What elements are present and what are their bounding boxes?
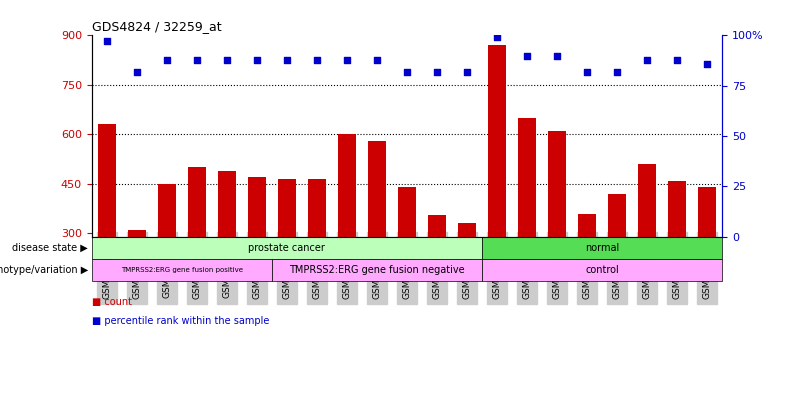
Point [220, 56, 233, 62]
Bar [278, 179, 296, 237]
Text: control: control [585, 265, 619, 275]
Bar [482, 237, 722, 259]
Bar [518, 118, 536, 237]
Point [341, 56, 354, 62]
Point [491, 34, 504, 40]
Bar [248, 177, 266, 237]
Text: TMPRSS2:ERG gene fusion positive: TMPRSS2:ERG gene fusion positive [120, 267, 243, 273]
Point [191, 56, 203, 62]
Point [460, 68, 473, 75]
Bar [668, 181, 686, 237]
Bar [698, 187, 716, 237]
Bar [158, 184, 176, 237]
Point [370, 56, 383, 62]
Bar [548, 131, 566, 237]
Bar [308, 179, 326, 237]
Point [520, 52, 533, 59]
Bar [578, 214, 596, 237]
Point [401, 68, 413, 75]
Point [281, 56, 294, 62]
Bar [638, 164, 656, 237]
Bar [398, 187, 416, 237]
Text: prostate cancer: prostate cancer [248, 243, 326, 253]
Bar [338, 134, 356, 237]
Bar [488, 45, 506, 237]
Bar [92, 259, 272, 281]
Text: ■ percentile rank within the sample: ■ percentile rank within the sample [92, 316, 269, 326]
Point [671, 56, 684, 62]
Bar [428, 215, 446, 237]
Bar [482, 259, 722, 281]
Point [251, 56, 263, 62]
Bar [128, 230, 146, 237]
Point [641, 56, 654, 62]
Point [160, 56, 173, 62]
Point [701, 61, 713, 67]
Text: ■ count: ■ count [92, 297, 132, 307]
Bar [188, 167, 206, 237]
Bar [218, 171, 236, 237]
Point [610, 68, 623, 75]
Text: TMPRSS2:ERG gene fusion negative: TMPRSS2:ERG gene fusion negative [289, 265, 464, 275]
Bar [92, 237, 482, 259]
Bar [458, 224, 476, 237]
Point [130, 68, 143, 75]
Point [551, 52, 563, 59]
Text: disease state ▶: disease state ▶ [12, 243, 88, 253]
Text: GDS4824 / 32259_at: GDS4824 / 32259_at [92, 20, 221, 33]
Point [581, 68, 594, 75]
Text: normal: normal [585, 243, 619, 253]
Bar [608, 194, 626, 237]
Text: genotype/variation ▶: genotype/variation ▶ [0, 265, 88, 275]
Bar [368, 141, 386, 237]
Bar [272, 259, 482, 281]
Point [101, 38, 113, 44]
Bar [98, 125, 116, 237]
Point [310, 56, 323, 62]
Point [431, 68, 444, 75]
